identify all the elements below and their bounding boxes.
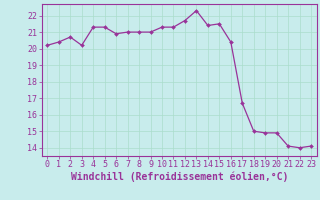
X-axis label: Windchill (Refroidissement éolien,°C): Windchill (Refroidissement éolien,°C) (70, 172, 288, 182)
